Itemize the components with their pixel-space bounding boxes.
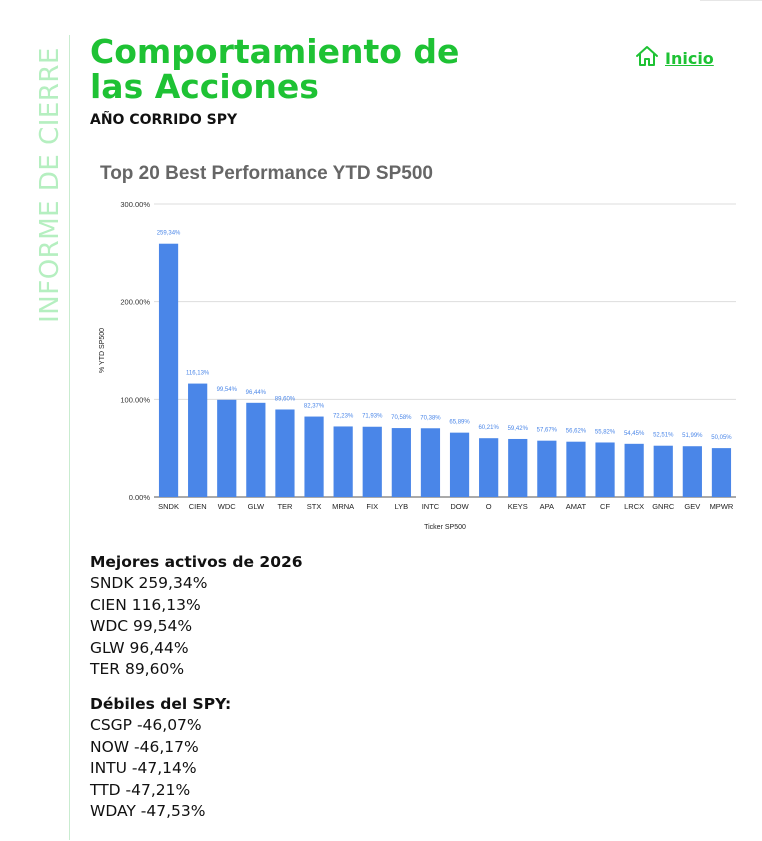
side-divider [69,35,70,840]
x-tick-label: TER [277,502,293,511]
x-tick-label: CF [600,502,610,511]
x-tick-label: GNRC [652,502,675,511]
weak-list-item: WDAY -47,53% [90,802,206,821]
bar [246,402,266,497]
bar-data-label: 55,82% [595,429,616,435]
bar [682,446,702,497]
x-tick-label: LRCX [624,502,644,511]
x-tick-label: GLW [248,502,265,511]
x-tick-label: INTC [422,502,440,511]
best-list-heading: Mejores activos de 2026 [90,553,303,571]
bar-data-label: 60,21% [478,425,499,431]
x-tick-label: O [486,502,492,511]
bar [479,438,499,497]
bar-data-label: 99,54% [217,387,238,393]
best-list-item: GLW 96,44% [90,638,189,657]
bar-data-label: 82,37% [304,404,325,410]
bar-chart: 0.00% 100.00% 200.00% 300.00% 259,34% SNDK 116… [99,200,736,531]
bar-data-label: 96,44% [246,390,267,396]
y-tick-label: 0.00% [129,493,151,502]
bar [624,443,644,497]
x-axis-title: Ticker SP500 [424,524,466,531]
bar [362,426,382,497]
bar [653,445,673,497]
bar-data-label: 59,42% [508,426,529,432]
x-tick-label: MPWR [710,502,734,511]
weak-list-item: TTD -47,21% [90,780,191,799]
y-tick-label: 100.00% [120,395,150,404]
home-link-label: Inicio [665,49,714,68]
bar [391,428,411,497]
best-list-item: CIEN 116,13% [90,595,201,614]
best-list-item: WDC 99,54% [90,617,193,636]
bar [508,438,528,497]
weak-list-item: INTU -47,14% [90,759,197,778]
bar-data-label: 57,67% [537,428,558,434]
x-tick-label: APA [540,502,554,511]
y-tick-label: 200.00% [120,298,150,307]
bar-data-label: 52,51% [653,433,674,439]
bar-data-label: 70,38% [420,415,441,421]
bar-data-label: 51,99% [682,433,703,439]
bar [711,448,732,497]
bar-data-label: 71,93% [362,414,383,420]
bar-data-label: 72,23% [333,413,354,419]
x-tick-label: GEV [684,502,700,511]
y-tick-label: 300.00% [120,200,150,209]
bar-data-label: 56,62% [566,429,587,435]
best-list-item: SNDK 259,34% [90,574,208,592]
bar-data-label: 259,34% [157,231,181,237]
bar-data-label: 116,13% [186,371,210,377]
bar [188,383,208,497]
page-subtitle: AÑO CORRIDO SPY [90,112,238,128]
bar [449,432,470,497]
x-tick-label: SNDK [158,502,179,511]
bar [333,426,353,497]
weak-list-heading: Débiles del SPY: [90,694,232,713]
bar [566,441,586,497]
home-link[interactable]: Inicio [635,45,714,72]
best-list: Mejores activos de 2026 SNDK 259,34% CIE… [90,551,303,681]
x-tick-label: FIX [366,502,378,511]
x-tick-label: CIEN [189,502,207,511]
x-tick-label: LYB [395,502,409,511]
x-tick-label: AMAT [566,502,587,511]
bar-data-label: 89,60% [275,396,296,402]
weak-list-item: CSGP -46,07% [90,715,202,734]
y-axis-title: % YTD SP500 [99,328,106,373]
x-tick-label: WDC [218,502,236,511]
bar-data-label: 65,89% [449,420,470,426]
weak-list: Débiles del SPY: CSGP -46,07% NOW -46,17… [90,693,303,823]
page-title: Comportamiento de las Acciones [90,32,460,106]
bar [304,416,324,497]
chart-title: Top 20 Best Performance YTD SP500 [100,163,433,184]
bar [537,440,557,497]
summary-lists: Mejores activos de 2026 SNDK 259,34% CIE… [90,551,303,823]
x-tick-label: DOW [450,502,469,511]
top-divider [700,0,762,1]
bar [217,399,237,497]
best-list-item: TER 89,60% [90,660,185,679]
bar-data-label: 50,05% [711,435,732,441]
bar [275,409,295,497]
x-tick-label: STX [307,502,322,511]
bar [158,243,179,497]
home-icon [635,45,659,72]
bar-data-label: 70,58% [391,415,412,421]
bar-data-label: 54,45% [624,431,645,437]
x-tick-label: KEYS [508,502,528,511]
weak-list-item: NOW -46,17% [90,737,199,756]
x-tick-label: MRNA [332,502,354,511]
bar [420,428,441,497]
bar [595,442,615,497]
